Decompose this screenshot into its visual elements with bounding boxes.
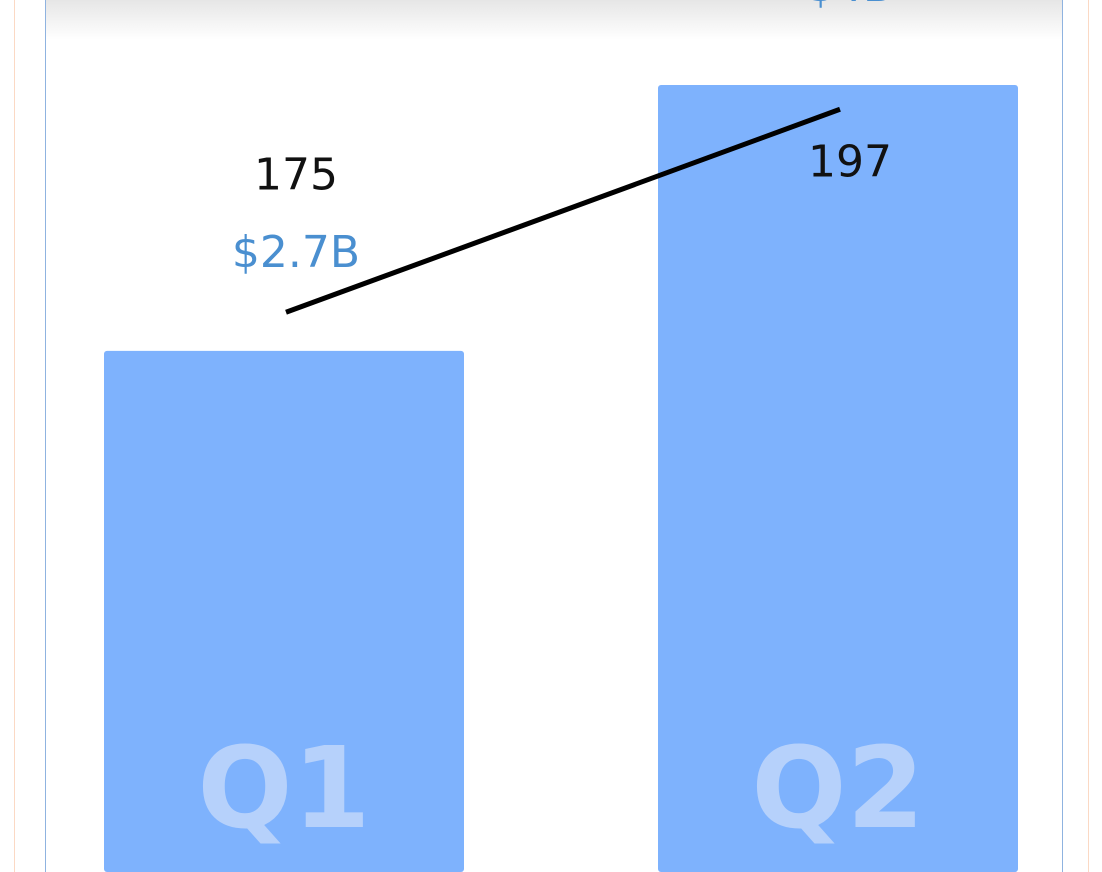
line: [285, 106, 841, 315]
data-label: $2.7B: [232, 227, 360, 278]
line-label: 197: [808, 136, 892, 187]
card-shadow: [45, 0, 1062, 40]
category-label: Q2: [751, 724, 924, 854]
plot: Q1 $2.7B Q2 $4B 175 197: [104, 0, 1018, 872]
data-label: $4B: [807, 0, 893, 12]
bar: [104, 350, 464, 872]
bar: [658, 85, 1018, 872]
category-label: Q1: [197, 724, 370, 854]
line-label: 175: [254, 149, 338, 200]
